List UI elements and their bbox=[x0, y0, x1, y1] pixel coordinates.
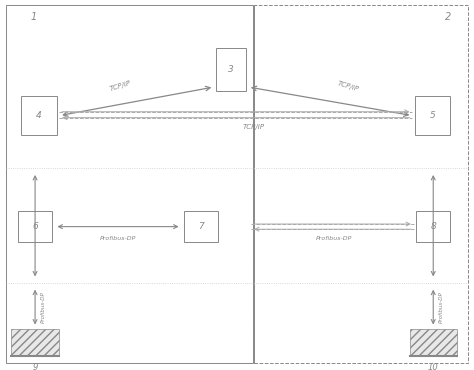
Bar bbox=[6, 5, 253, 363]
Bar bbox=[11, 329, 59, 356]
Text: Profibus-DP: Profibus-DP bbox=[100, 236, 136, 241]
Text: 2: 2 bbox=[445, 11, 451, 22]
Bar bbox=[416, 211, 450, 242]
Text: 10: 10 bbox=[428, 363, 438, 370]
Text: TCP/IP: TCP/IP bbox=[439, 216, 444, 236]
Text: 7: 7 bbox=[198, 222, 204, 231]
Bar bbox=[415, 96, 450, 135]
Text: TCP/IP: TCP/IP bbox=[337, 80, 360, 92]
Text: Profibus-DP: Profibus-DP bbox=[316, 236, 352, 241]
Text: 3: 3 bbox=[228, 65, 234, 74]
Bar bbox=[21, 96, 57, 135]
Bar bbox=[410, 329, 457, 356]
Text: 8: 8 bbox=[430, 222, 436, 231]
Bar bbox=[18, 211, 52, 242]
Text: 6: 6 bbox=[32, 222, 38, 231]
Text: TCP/IP: TCP/IP bbox=[243, 124, 264, 130]
Text: Profibus-DP: Profibus-DP bbox=[41, 291, 46, 323]
Text: TCP/IP: TCP/IP bbox=[41, 216, 46, 236]
Text: 1: 1 bbox=[30, 11, 36, 22]
Bar bbox=[184, 211, 218, 242]
Bar bbox=[216, 48, 246, 91]
Text: 5: 5 bbox=[429, 111, 436, 120]
Text: 4: 4 bbox=[36, 111, 42, 120]
Text: Profibus-DP: Profibus-DP bbox=[439, 291, 444, 323]
Text: TCP/IP: TCP/IP bbox=[109, 80, 132, 92]
Text: 9: 9 bbox=[32, 363, 38, 370]
Bar bbox=[254, 5, 468, 363]
